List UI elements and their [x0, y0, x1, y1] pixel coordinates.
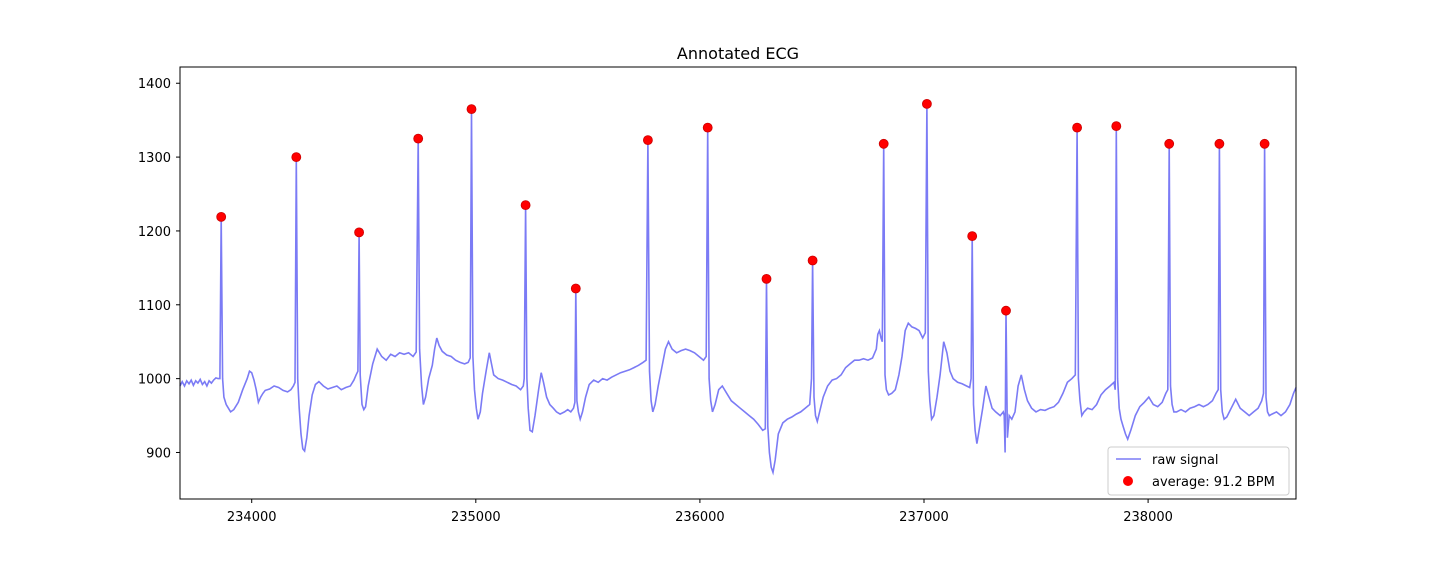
plot-area: 234000 235000 236000 237000 238000 900 1000 11…: [138, 66, 1297, 525]
y-tick-label: 900: [146, 446, 171, 461]
axes-frame: [179, 66, 1297, 500]
x-tick-label: 237000: [899, 510, 949, 525]
peak-marker: [1259, 138, 1270, 149]
peak-marker: [1111, 121, 1122, 131]
y-tick-label: 1000: [138, 373, 171, 388]
peak-marker: [702, 122, 713, 133]
peak-marker: [1001, 305, 1011, 316]
peak-markers: [216, 99, 1270, 316]
peak-marker: [466, 104, 477, 114]
peak-marker: [761, 273, 772, 284]
peak-marker: [354, 227, 365, 238]
peak-marker: [807, 255, 818, 266]
peak-marker: [878, 138, 889, 149]
legend-label-raw-signal: raw signal: [1152, 453, 1219, 468]
chart-title: Annotated ECG: [677, 44, 799, 63]
y-tick-label: 1400: [138, 77, 171, 92]
legend: raw signal average: 91.2 BPM: [1107, 446, 1290, 496]
x-axis: 234000 235000 236000 237000 238000: [227, 499, 1173, 525]
y-tick-label: 1300: [138, 151, 171, 166]
peak-marker: [570, 283, 581, 294]
peak-marker: [216, 211, 227, 222]
x-tick-label: 238000: [1123, 510, 1173, 525]
peak-marker: [1072, 122, 1082, 133]
legend-dot-swatch: [1123, 476, 1133, 486]
y-tick-label: 1100: [138, 299, 171, 314]
legend-label-average-bpm: average: 91.2 BPM: [1152, 475, 1275, 490]
x-tick-label: 236000: [675, 510, 725, 525]
x-tick-label: 235000: [451, 510, 501, 525]
peak-marker: [1214, 138, 1225, 149]
peak-marker: [291, 152, 302, 163]
peak-marker: [413, 133, 424, 144]
peak-marker: [1164, 138, 1175, 149]
raw-signal-line: [179, 103, 1297, 476]
y-axis: 900 1000 1100 1200 1300 1400: [138, 77, 180, 461]
peak-marker: [643, 135, 653, 146]
legend-box: [1107, 446, 1290, 496]
peak-marker: [967, 231, 978, 242]
peak-marker: [922, 99, 932, 109]
x-tick-label: 234000: [227, 510, 277, 525]
peak-marker: [520, 200, 531, 211]
y-tick-label: 1200: [138, 225, 171, 240]
